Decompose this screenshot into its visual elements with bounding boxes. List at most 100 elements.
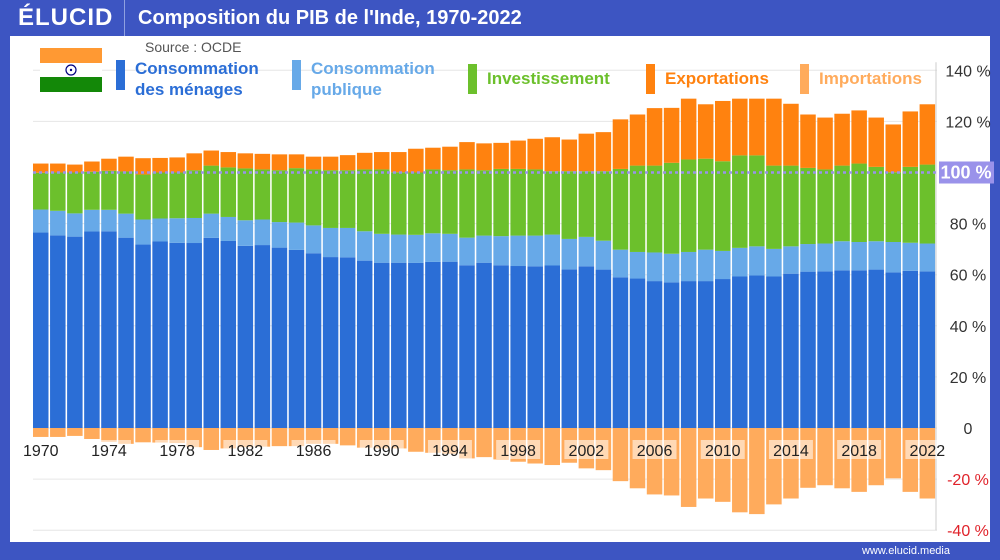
bar-imports [339, 428, 356, 446]
legend-label: Importations [819, 69, 922, 88]
bar-segment-public [169, 218, 185, 243]
x-tick-label: 1990 [364, 443, 400, 460]
bar-segment-exports [749, 98, 765, 156]
bar-imports [152, 428, 168, 443]
bar-segment-public [425, 233, 441, 262]
bar-segment-investment [220, 167, 237, 217]
x-tick-label: 1974 [91, 443, 127, 460]
bar-segment-public [33, 209, 49, 233]
bar-segment-public [578, 236, 595, 267]
bar-segment-public [749, 246, 765, 276]
bar-segment-household [33, 232, 49, 428]
bar-segment-household [305, 253, 322, 428]
website-link[interactable]: www.elucid.media [861, 545, 950, 557]
bar-segment-public [919, 243, 936, 272]
bar-segment-exports [544, 137, 560, 172]
bar-segment-household [919, 271, 936, 428]
bar-segment-household [715, 279, 731, 428]
bar-segment-household [254, 245, 271, 428]
bar-segment-exports [919, 104, 936, 165]
bar-segment-investment [561, 171, 578, 239]
bar-segment-public [220, 216, 237, 241]
bar-segment-exports [646, 108, 663, 166]
bar-segment-household [203, 237, 219, 428]
x-tick-label: 1994 [432, 443, 468, 460]
bar-segment-investment [510, 168, 526, 236]
bar-segment-household [288, 249, 305, 428]
header-divider [124, 0, 125, 36]
bar-imports [919, 428, 936, 499]
bar-segment-household [459, 265, 475, 428]
bar-segment-household [766, 276, 782, 428]
source-note: Source : OCDE [145, 39, 242, 55]
bar-imports [783, 428, 799, 499]
bar-segment-exports [868, 117, 884, 167]
bar-segment-household [322, 257, 339, 428]
bar-segment-public [800, 244, 816, 272]
bar-segment-investment [544, 171, 560, 235]
bar-segment-exports [118, 156, 134, 172]
bar-segment-investment [885, 172, 901, 242]
x-tick-label-bg [291, 440, 336, 459]
bar-segment-investment [288, 168, 305, 223]
bar-segment-household [339, 257, 356, 428]
bar-segment-public [84, 209, 100, 232]
bar-segment-investment [493, 168, 509, 237]
bar-segment-household [629, 278, 646, 428]
bar-segment-investment [391, 172, 407, 235]
bar-segment-investment [646, 165, 663, 253]
bar-segment-exports [766, 98, 782, 166]
bar-segment-household [186, 243, 202, 428]
bar-segment-investment [749, 155, 765, 247]
bar-segment-public [885, 241, 901, 273]
x-tick-label: 1982 [228, 443, 264, 460]
bar-segment-investment [322, 170, 339, 228]
bar-segment-household [595, 269, 612, 428]
bar-segment-public [391, 234, 407, 263]
bar-imports [612, 428, 629, 482]
bar-segment-household [374, 262, 390, 428]
bar-segment-public [135, 219, 151, 245]
bar-segment-public [697, 249, 714, 282]
bar-imports [766, 428, 782, 505]
bar-segment-exports [84, 161, 100, 172]
bar-segment-public [851, 241, 867, 271]
bar-segment-household [851, 270, 867, 428]
x-tick-label: 2006 [637, 443, 673, 460]
bar-segment-exports [459, 142, 475, 170]
bar-segment-exports [476, 143, 492, 171]
bar-segment-exports [902, 111, 919, 167]
bar-imports [305, 428, 322, 444]
bar-segment-public [459, 237, 475, 266]
bar-segment-public [118, 213, 134, 238]
y-tick-label: 120 % [945, 114, 990, 131]
bar-segment-exports [271, 154, 288, 171]
bar-imports [84, 428, 100, 439]
bar-segment-investment [408, 172, 424, 235]
bar-segment-exports [339, 155, 356, 171]
bar-segment-public [288, 222, 305, 250]
bar-imports [118, 428, 134, 444]
bar-segment-investment [84, 171, 100, 210]
bar-segment-public [442, 233, 458, 262]
bar-segment-exports [305, 156, 322, 170]
x-tick-label-bg [905, 440, 950, 459]
bar-segment-household [442, 261, 458, 428]
bar-segment-public [237, 220, 254, 246]
bar-segment-investment [476, 170, 492, 236]
bar-segment-exports [732, 98, 748, 156]
legend-swatch [116, 60, 125, 90]
bar-segment-exports [391, 152, 407, 173]
bar-segment-household [902, 270, 919, 428]
bar-segment-public [322, 227, 339, 258]
legend-label: Consommation [311, 59, 435, 78]
bar-segment-investment [442, 170, 458, 234]
india-flag-icon [40, 48, 102, 92]
bar-segment-household [732, 276, 748, 428]
legend-swatch [800, 64, 809, 94]
legend-swatch [292, 60, 301, 90]
bar-segment-household [800, 271, 816, 428]
y-tick-label: 40 % [950, 319, 986, 336]
bar-segment-public [305, 225, 322, 254]
bar-segment-exports [715, 100, 731, 162]
